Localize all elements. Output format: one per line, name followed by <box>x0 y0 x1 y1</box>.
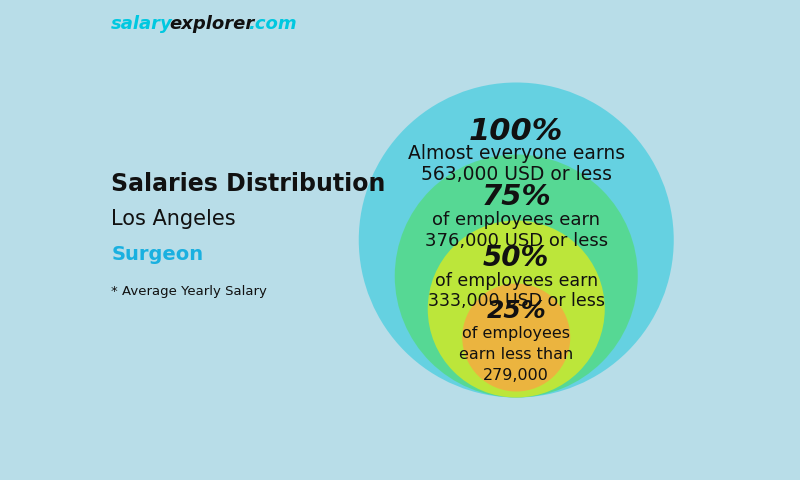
Text: 333,000 USD or less: 333,000 USD or less <box>428 292 605 311</box>
Text: of employees: of employees <box>462 326 570 341</box>
Text: Almost everyone earns: Almost everyone earns <box>408 144 625 163</box>
Text: 50%: 50% <box>483 244 550 272</box>
Text: .com: .com <box>249 15 297 33</box>
Text: of employees earn: of employees earn <box>432 211 600 229</box>
Circle shape <box>358 83 674 397</box>
Text: earn less than: earn less than <box>459 347 574 362</box>
Text: Los Angeles: Los Angeles <box>111 209 236 229</box>
Text: 563,000 USD or less: 563,000 USD or less <box>421 165 612 184</box>
Text: explorer: explorer <box>170 15 255 33</box>
Text: * Average Yearly Salary: * Average Yearly Salary <box>111 285 267 298</box>
Circle shape <box>462 284 570 392</box>
Text: 75%: 75% <box>482 183 551 211</box>
Text: salary: salary <box>111 15 173 33</box>
Circle shape <box>394 155 638 397</box>
Text: of employees earn: of employees earn <box>434 272 598 289</box>
Text: 100%: 100% <box>469 117 563 146</box>
Text: 376,000 USD or less: 376,000 USD or less <box>425 232 608 250</box>
Text: 279,000: 279,000 <box>483 368 549 383</box>
Text: Salaries Distribution: Salaries Distribution <box>111 172 386 196</box>
Text: 25%: 25% <box>486 299 546 323</box>
Text: Surgeon: Surgeon <box>111 245 203 264</box>
Circle shape <box>428 220 605 397</box>
